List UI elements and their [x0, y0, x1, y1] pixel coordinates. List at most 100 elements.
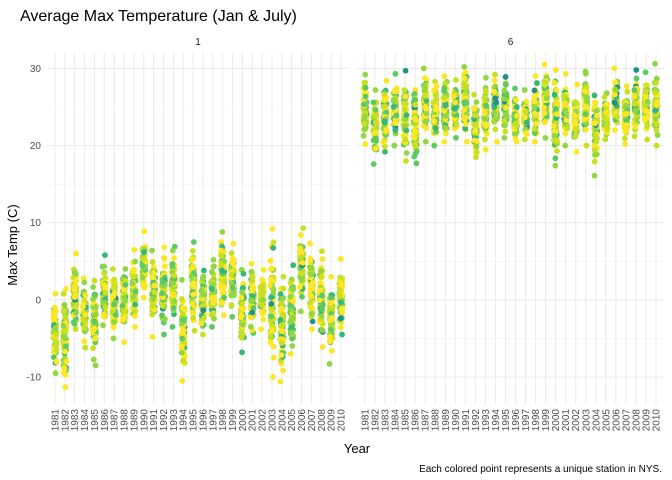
y-tick-label: 20 [30, 141, 42, 152]
data-point [493, 116, 500, 123]
year-cluster-1984 [390, 70, 400, 149]
data-point [218, 262, 225, 268]
year-cluster-2007 [306, 240, 316, 333]
x-tick-label: 2010 [337, 409, 348, 432]
data-point [269, 326, 275, 333]
data-point [413, 117, 419, 124]
data-point [482, 88, 489, 94]
x-tick-label: 1984 [391, 409, 402, 432]
data-point [239, 289, 245, 296]
data-point [52, 325, 59, 332]
data-point [372, 129, 379, 136]
data-point [513, 97, 519, 104]
chart-caption: Each colored point represents a unique s… [419, 464, 662, 475]
series-points [360, 60, 661, 179]
data-point [501, 122, 508, 129]
data-point [413, 148, 420, 155]
y-axis-title: Max Temp (C) [5, 204, 20, 285]
data-point [421, 82, 428, 89]
data-point [208, 269, 215, 275]
x-tick-label: 1994 [491, 409, 502, 432]
year-cluster-2000 [551, 67, 561, 169]
data-point [623, 122, 630, 129]
data-point [453, 134, 459, 141]
data-point [278, 305, 285, 312]
data-point [382, 148, 388, 155]
data-point [422, 138, 429, 145]
data-point [482, 123, 489, 130]
data-point [471, 122, 478, 129]
year-cluster-1989 [129, 246, 139, 330]
data-point [632, 123, 639, 130]
x-tick-label: 1999 [541, 409, 552, 432]
x-tick-label: 1999 [228, 409, 239, 432]
data-point [249, 283, 256, 290]
data-point [121, 339, 128, 346]
data-point [614, 113, 620, 120]
data-point [622, 141, 629, 147]
data-point [299, 270, 306, 277]
data-point [122, 281, 129, 288]
data-point [287, 302, 293, 309]
data-point [277, 323, 284, 330]
data-point [140, 280, 147, 287]
x-tick-label: 1989 [441, 409, 452, 432]
data-point [300, 225, 307, 232]
data-point [442, 102, 449, 109]
data-point [328, 273, 335, 280]
data-point [62, 335, 69, 342]
data-point [611, 127, 618, 134]
data-point [141, 228, 148, 235]
data-point [431, 142, 438, 149]
data-point [102, 304, 109, 310]
data-point [188, 273, 195, 280]
data-point [121, 308, 128, 315]
data-point [551, 80, 558, 86]
data-point [190, 263, 197, 270]
data-point [460, 80, 467, 87]
data-point [239, 332, 245, 338]
data-point [171, 255, 177, 261]
year-cluster-2001 [247, 260, 257, 336]
data-point [393, 112, 400, 119]
data-point [422, 118, 429, 125]
data-point [563, 110, 569, 117]
year-cluster-1992 [158, 244, 168, 338]
data-point [362, 71, 369, 78]
data-point [319, 344, 326, 350]
data-point [200, 331, 206, 338]
data-point [139, 274, 146, 281]
data-point [211, 294, 218, 301]
data-point [308, 292, 315, 299]
data-point [248, 268, 255, 275]
data-point [73, 302, 79, 308]
data-point [299, 259, 306, 266]
x-tick-label: 1986 [100, 409, 111, 432]
data-point [52, 370, 59, 377]
x-tick-label: 1985 [90, 409, 101, 432]
data-point [412, 102, 418, 108]
data-point [483, 74, 489, 81]
data-point [501, 87, 508, 94]
data-point [90, 326, 97, 333]
x-tick-label: 1987 [421, 409, 432, 432]
data-point [189, 256, 196, 263]
data-point [542, 79, 549, 86]
data-point [337, 274, 343, 281]
data-point [391, 142, 398, 149]
data-point [632, 107, 639, 114]
data-point [258, 302, 265, 309]
data-point [328, 294, 334, 301]
data-point [502, 128, 509, 135]
data-point [551, 132, 558, 139]
data-point [132, 312, 138, 319]
year-cluster-1986 [99, 252, 109, 329]
data-point [583, 142, 590, 149]
data-point [259, 289, 266, 296]
data-point [623, 83, 630, 90]
data-point [60, 370, 67, 376]
data-point [180, 357, 187, 364]
data-point [564, 125, 571, 132]
x-tick-label: 1994 [179, 409, 190, 432]
